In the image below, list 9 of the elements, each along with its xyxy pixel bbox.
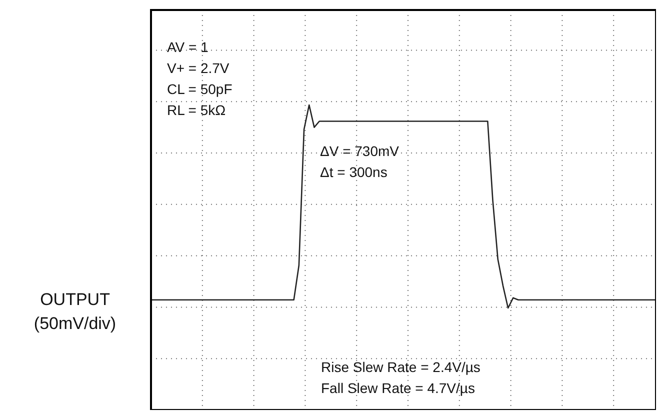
text: AV = 1: [167, 39, 209, 55]
annotation: Δt = 300ns: [320, 164, 388, 180]
text: Rise Slew Rate = 2.4V/µs: [321, 359, 480, 375]
text: V+ = 2.7V: [167, 60, 230, 76]
text: Fall Slew Rate = 4.7V/µs: [321, 380, 475, 396]
annotation: ΔV = 730mV: [320, 143, 400, 159]
y-axis-title: OUTPUT (50mV/div): [34, 290, 116, 333]
annotation: RL = 5kΩ: [167, 102, 226, 118]
text: CL = 50pF: [167, 81, 232, 97]
